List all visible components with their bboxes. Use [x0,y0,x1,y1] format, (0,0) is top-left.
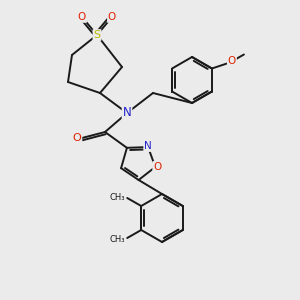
Text: N: N [144,141,152,151]
Text: O: O [228,56,236,65]
Text: O: O [73,133,81,143]
Text: O: O [78,12,86,22]
Text: N: N [123,106,131,119]
Text: CH₃: CH₃ [110,193,125,202]
Text: O: O [153,162,161,172]
Text: S: S [93,30,100,40]
Text: O: O [108,12,116,22]
Text: CH₃: CH₃ [110,235,125,244]
